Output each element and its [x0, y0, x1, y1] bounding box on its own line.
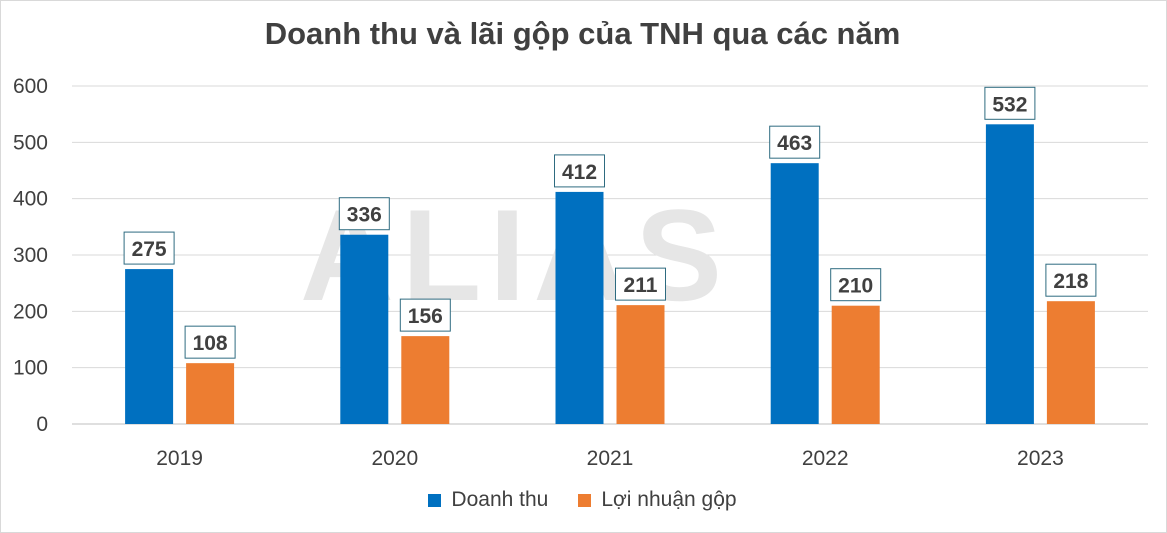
bar-gross-profit [831, 305, 880, 424]
data-label-box [123, 231, 175, 265]
x-tick-label: 2020 [371, 447, 418, 470]
data-label-box [399, 298, 451, 332]
x-tick-label: 2019 [156, 447, 203, 470]
data-label: 156 [408, 305, 443, 328]
bar-gross-profit [186, 363, 235, 424]
y-tick-label: 300 [13, 244, 48, 267]
y-tick-label: 500 [13, 131, 48, 154]
bar-revenue [555, 191, 604, 424]
data-label: 532 [992, 93, 1027, 116]
y-tick-label: 0 [36, 413, 48, 436]
data-label-box [1045, 263, 1097, 297]
y-tick-label: 100 [13, 357, 48, 380]
data-label: 108 [193, 332, 228, 355]
legend-item-revenue: Doanh thu [428, 488, 548, 512]
data-label-box [830, 268, 882, 302]
data-label-box [554, 154, 605, 188]
data-label: 336 [347, 204, 382, 227]
legend-label-revenue: Doanh thu [451, 488, 549, 511]
data-label: 275 [132, 238, 167, 261]
bar-revenue [770, 163, 819, 424]
y-tick-label: 400 [13, 188, 48, 211]
bar-revenue [125, 269, 174, 424]
data-label: 218 [1053, 270, 1088, 293]
data-label: 211 [624, 274, 658, 297]
bar-gross-profit [401, 336, 450, 424]
data-label-box [984, 86, 1036, 120]
x-axis-ticks: 2019 2020 2021 2022 2023 [156, 447, 1064, 470]
y-tick-label: 600 [13, 75, 48, 98]
data-label: 463 [777, 132, 812, 155]
bar-revenue [340, 234, 389, 424]
data-label-box [615, 267, 666, 301]
bar-gross-profit [1046, 301, 1095, 424]
y-axis-ticks: 0 100 200 300 400 500 600 [13, 75, 48, 436]
legend-item-gross-profit: Lợi nhuận gộp [578, 488, 737, 512]
chart-title: Doanh thu và lãi gộp của TNH qua các năm [264, 16, 901, 51]
data-label-box [338, 197, 390, 231]
legend-swatch-revenue [428, 493, 442, 507]
x-tick-label: 2022 [802, 447, 849, 470]
y-tick-label: 200 [13, 300, 48, 323]
bar-revenue [985, 124, 1034, 424]
legend: Doanh thu Lợi nhuận gộp [0, 488, 1165, 512]
bar-gross-profit [616, 305, 665, 424]
x-tick-label: 2021 [587, 447, 634, 470]
gridlines [72, 85, 1148, 425]
data-label: 412 [562, 161, 597, 184]
legend-label-gross-profit: Lợi nhuận gộp [601, 488, 737, 511]
bars [125, 124, 1095, 424]
data-label: 210 [838, 275, 873, 298]
data-label-box [184, 325, 236, 359]
data-label-box [769, 125, 821, 159]
x-tick-label: 2023 [1017, 447, 1064, 470]
legend-swatch-gross-profit [578, 493, 592, 507]
data-labels: 275 108 336 156 412 211 463 210 532 218 [123, 86, 1097, 359]
